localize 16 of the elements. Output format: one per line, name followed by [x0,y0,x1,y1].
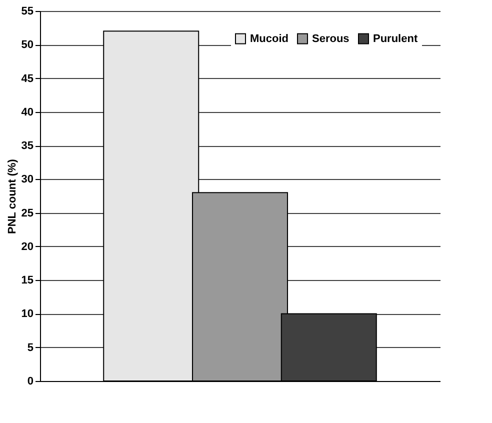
y-tick-label: 30 [21,174,34,186]
legend-label: Mucoid [250,32,288,45]
legend-label: Serous [312,32,350,45]
y-tick-label: 20 [21,240,34,253]
y-tick-label: 40 [21,106,34,118]
y-tick-label: 15 [21,274,34,287]
legend-label: Purulent [373,32,418,45]
y-tick-label: 55 [21,6,34,18]
y-tick-label: 5 [27,342,34,354]
y-axis-title: PNL count (%) [6,158,18,234]
y-tick-label: 50 [21,39,34,52]
y-tick-label: 45 [21,72,34,85]
y-tick-label: 10 [21,308,34,320]
y-tick-label: 25 [21,207,34,220]
y-tick-label: 0 [27,376,34,388]
y-tick-label: 35 [21,140,34,152]
